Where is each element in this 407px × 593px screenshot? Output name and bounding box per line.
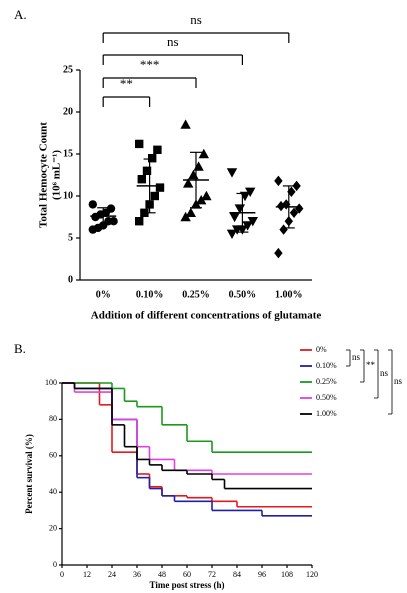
x-tick-label: 0.10% [136, 289, 164, 300]
x-tick-label: 72 [208, 570, 216, 579]
x-axis-label: Time post stress (h) [150, 580, 225, 590]
data-point [201, 190, 212, 201]
y-axis-label: Percent survival (%) [24, 434, 34, 514]
x-tick-label: 24 [108, 570, 116, 579]
data-point [242, 221, 253, 231]
significance-label: ns [380, 368, 389, 378]
x-tick-label: 0% [96, 289, 111, 300]
panel-label: B. [14, 341, 26, 356]
y-tick-label: 25 [63, 64, 73, 75]
x-tick-label: 0 [60, 570, 64, 579]
x-tick-label: 12 [83, 570, 91, 579]
x-tick-label: 1.00% [275, 289, 303, 300]
y-tick-label: 20 [63, 106, 73, 117]
y-tick-label: 0 [68, 274, 73, 285]
data-point [292, 180, 301, 192]
x-tick-label: 84 [233, 570, 241, 579]
y-axis-label: (10⁶ mL⁻¹) [51, 150, 63, 200]
y-tick-label: 80 [49, 414, 57, 423]
data-point [289, 207, 299, 218]
data-point [274, 247, 283, 259]
legend-label: 0.25% [316, 377, 337, 386]
data-point [180, 119, 191, 129]
data-point [135, 139, 144, 149]
data-point [196, 195, 207, 205]
data-point [279, 224, 288, 235]
x-tick-label: 96 [258, 570, 266, 579]
data-point [245, 187, 256, 197]
data-point [247, 217, 258, 227]
data-point [295, 203, 304, 214]
significance-label: ns [394, 376, 403, 386]
data-point [88, 225, 98, 234]
y-tick-label: 60 [49, 451, 57, 460]
data-point [88, 200, 98, 209]
data-point [150, 191, 159, 201]
legend-label: 0% [316, 345, 327, 354]
data-point [155, 183, 165, 192]
significance-label: ** [120, 76, 133, 91]
data-point [226, 168, 238, 178]
x-axis-label: Addition of different concentrations of … [91, 310, 322, 322]
data-point [180, 211, 191, 222]
y-axis-label: Total Hemocyte Count [38, 122, 50, 228]
x-tick-label: 120 [306, 570, 318, 579]
y-tick-label: 10 [63, 190, 73, 201]
x-tick-label: 36 [133, 570, 141, 579]
y-tick-label: 100 [45, 378, 57, 387]
data-point [188, 169, 199, 180]
y-tick-label: 5 [68, 232, 73, 243]
data-point [198, 148, 209, 159]
data-point [226, 229, 238, 239]
data-point [148, 154, 157, 163]
data-point [276, 200, 286, 212]
x-tick-label: 108 [281, 570, 293, 579]
y-tick-label: 15 [63, 148, 73, 159]
legend-label: 0.10% [316, 361, 337, 370]
y-tick-label: 0 [53, 560, 57, 569]
y-tick-label: 40 [49, 487, 57, 496]
data-point [183, 178, 194, 188]
legend-label: 0.50% [316, 393, 337, 402]
x-tick-label: 48 [158, 570, 166, 579]
x-tick-label: 0.25% [182, 289, 210, 300]
significance-label: ns [352, 352, 361, 362]
data-point [137, 175, 146, 184]
data-point [274, 175, 283, 187]
data-point [193, 161, 204, 171]
x-tick-label: 0.50% [229, 289, 257, 300]
x-tick-label: 60 [183, 570, 191, 579]
data-point [232, 225, 243, 235]
legend-label: 1.00% [316, 409, 337, 418]
data-point [153, 145, 162, 154]
data-point [229, 212, 240, 223]
data-point [135, 217, 144, 226]
panel-label: A. [14, 7, 27, 22]
data-point [185, 207, 196, 217]
significance-label: ns [167, 34, 179, 49]
y-tick-label: 20 [49, 523, 57, 532]
significance-label: *** [140, 57, 160, 72]
significance-label: ** [366, 360, 376, 370]
data-point [142, 166, 152, 175]
significance-label: ns [190, 12, 202, 27]
data-point [91, 212, 100, 222]
